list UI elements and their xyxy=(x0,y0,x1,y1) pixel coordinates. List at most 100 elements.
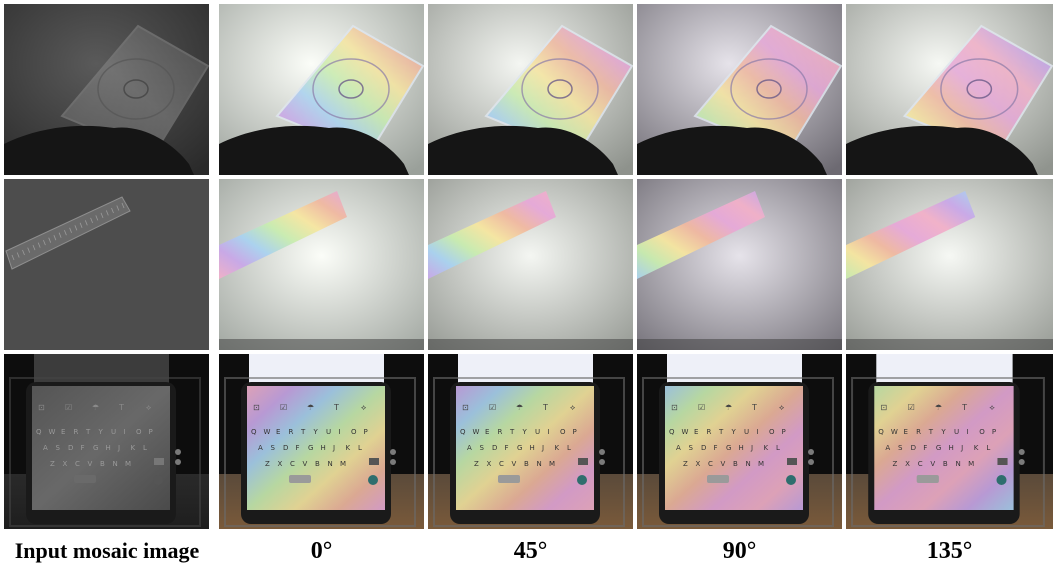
svg-text:☂: ☂ xyxy=(307,403,314,412)
svg-text:K: K xyxy=(555,444,560,452)
svg-text:I: I xyxy=(124,428,126,436)
svg-text:V: V xyxy=(721,460,726,468)
svg-text:D: D xyxy=(283,444,288,452)
svg-text:X: X xyxy=(696,460,701,468)
image-cd-case-deg135 xyxy=(846,4,1053,175)
svg-text:V: V xyxy=(88,460,93,468)
svg-text:T: T xyxy=(118,403,124,412)
svg-text:⟡: ⟡ xyxy=(989,403,995,412)
svg-text:K: K xyxy=(974,443,979,452)
svg-text:B: B xyxy=(943,459,948,468)
svg-text:C: C xyxy=(708,460,713,468)
svg-text:C: C xyxy=(290,460,295,468)
svg-text:Q: Q xyxy=(669,428,675,436)
svg-text:S: S xyxy=(271,444,276,452)
svg-text:N: N xyxy=(328,460,333,468)
svg-text:B: B xyxy=(733,460,738,468)
svg-text:I: I xyxy=(967,427,969,436)
svg-text:T: T xyxy=(333,403,339,412)
svg-text:Y: Y xyxy=(940,427,946,436)
svg-text:V: V xyxy=(512,460,517,468)
svg-text:R: R xyxy=(498,428,503,436)
svg-text:G: G xyxy=(936,443,941,452)
svg-text:⟡: ⟡ xyxy=(361,403,367,412)
svg-text:Y: Y xyxy=(313,428,319,436)
svg-text:I: I xyxy=(757,428,759,436)
svg-text:W: W xyxy=(49,428,56,436)
svg-text:F: F xyxy=(714,444,718,452)
svg-text:L: L xyxy=(143,444,147,452)
svg-text:G: G xyxy=(726,444,731,452)
image-ruler-deg90 xyxy=(637,179,842,350)
svg-text:U: U xyxy=(744,428,749,436)
svg-text:R: R xyxy=(707,428,712,436)
column-label-135deg: 135° xyxy=(926,538,973,564)
svg-text:E: E xyxy=(694,428,698,436)
svg-text:F: F xyxy=(923,443,927,452)
column-label-45deg: 45° xyxy=(513,538,548,564)
svg-text:W: W xyxy=(473,428,480,436)
svg-text:V: V xyxy=(303,460,308,468)
svg-text:☑: ☑ xyxy=(280,403,287,412)
svg-text:V: V xyxy=(930,459,935,468)
svg-text:T: T xyxy=(961,403,967,412)
svg-text:O: O xyxy=(560,428,566,436)
image-phone-deg135: Q W E R T Y U I O P A S D F G H J K L Z X C V B N M ⊡ ☑ ☂ T ⟡ xyxy=(846,354,1053,529)
svg-text:O: O xyxy=(351,428,357,436)
svg-text:M: M xyxy=(340,460,346,468)
svg-text:Z: Z xyxy=(683,460,688,468)
svg-text:L: L xyxy=(986,443,990,452)
svg-text:Q: Q xyxy=(251,428,257,436)
column-label-input-mosaic: Input mosaic image xyxy=(14,538,200,563)
svg-text:H: H xyxy=(106,444,111,452)
svg-text:N: N xyxy=(537,460,542,468)
svg-text:☂: ☂ xyxy=(725,403,732,412)
svg-text:J: J xyxy=(960,443,963,452)
svg-text:☑: ☑ xyxy=(489,403,496,412)
phone-shape: Q W E R T Y U I O PA S D F G H J K LZ X C V B N M⊡ ☑ ☂ T ⟡ xyxy=(868,382,1020,524)
image-cd-case-mosaic xyxy=(4,4,209,175)
svg-text:G: G xyxy=(517,444,522,452)
svg-text:P: P xyxy=(782,428,786,436)
svg-text:Q: Q xyxy=(878,427,884,436)
svg-text:N: N xyxy=(746,460,751,468)
svg-text:G: G xyxy=(93,444,98,452)
svg-text:A: A xyxy=(467,444,472,452)
svg-text:☑: ☑ xyxy=(698,403,705,412)
svg-text:☑: ☑ xyxy=(908,403,915,412)
svg-text:L: L xyxy=(776,444,780,452)
svg-text:J: J xyxy=(541,444,544,452)
svg-text:X: X xyxy=(278,460,283,468)
svg-text:⊡: ⊡ xyxy=(38,403,45,412)
svg-text:D: D xyxy=(701,444,706,452)
image-cd-case-deg0 xyxy=(219,4,424,175)
svg-text:T: T xyxy=(928,427,934,436)
image-ruler-deg135 xyxy=(846,179,1053,350)
svg-text:A: A xyxy=(43,444,48,452)
image-cd-case-deg45 xyxy=(428,4,633,175)
svg-text:P: P xyxy=(364,428,368,436)
image-phone-mosaic: Q W E R T Y U I O P A S D F G H J K L Z X C V B N M ⊡ ☑ ☂ T ⟡ xyxy=(4,354,209,529)
svg-text:T: T xyxy=(542,403,548,412)
svg-text:N: N xyxy=(956,459,961,468)
svg-text:H: H xyxy=(530,444,535,452)
svg-text:Y: Y xyxy=(522,428,528,436)
svg-text:G: G xyxy=(308,444,313,452)
svg-text:Q: Q xyxy=(460,428,466,436)
ruler-shape xyxy=(219,191,347,279)
svg-text:J: J xyxy=(117,444,120,452)
svg-text:F: F xyxy=(505,444,509,452)
ruler-shape xyxy=(637,191,765,279)
svg-text:H: H xyxy=(948,443,953,452)
svg-text:U: U xyxy=(535,428,540,436)
svg-text:E: E xyxy=(276,428,280,436)
svg-text:Z: Z xyxy=(892,459,897,468)
ruler-shape xyxy=(846,191,976,279)
svg-text:Y: Y xyxy=(731,428,737,436)
svg-text:☂: ☂ xyxy=(935,403,942,412)
svg-text:E: E xyxy=(485,428,489,436)
phone-shape: Q W E R T Y U I O PA S D F G H J K LZ X C V B N M⊡ ☑ ☂ T ⟡ xyxy=(241,382,391,524)
svg-text:I: I xyxy=(339,428,341,436)
ruler-shape xyxy=(428,191,556,279)
svg-text:T: T xyxy=(509,428,515,436)
